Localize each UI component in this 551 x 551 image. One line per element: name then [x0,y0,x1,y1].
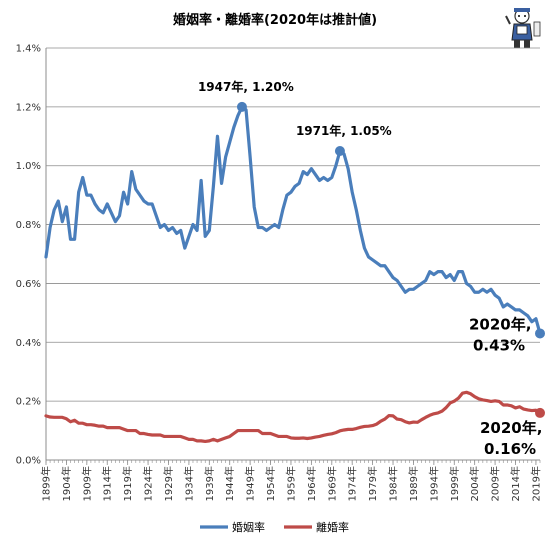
mascot-icon [505,8,541,48]
x-tick-label: 1954年 [264,466,277,501]
chart-title: 婚姻率・離婚率(2020年は推計値) [173,12,377,28]
x-tick-label: 1979年 [366,466,379,501]
annotation-marker [236,101,247,112]
y-tick-label: 0.2% [16,397,41,408]
annotation-value: 0.43% [473,336,525,354]
annotation-marker [535,328,545,339]
annotation-label: 2020年, [469,315,531,333]
x-tick-label: 2014年 [509,466,522,501]
x-tick-label: 1939年 [203,466,216,501]
x-tick-label: 2004年 [468,466,481,501]
legend-label: 離婚率 [316,520,349,534]
x-tick-label: 1909年 [80,466,93,501]
annotation-label: 2020年, [480,419,542,437]
y-tick-label: 1.0% [16,161,41,172]
x-tick-label: 1984年 [387,466,400,501]
x-tick-label: 1964年 [305,466,318,501]
x-tick-label: 1904年 [60,466,73,501]
x-tick-label: 1914年 [101,466,114,501]
x-tick-label: 1949年 [244,466,257,501]
x-tick-label: 1944年 [223,466,236,501]
y-tick-label: 1.4% [16,44,41,55]
series-lines [44,105,542,444]
x-tick-label: 2009年 [489,466,502,501]
annotation-marker [535,407,545,418]
y-tick-label: 1.2% [16,102,41,113]
legend-label: 婚姻率 [232,520,265,534]
annotation-label: 1947年, 1.20% [198,79,294,94]
series-line-0 [44,105,542,336]
annotation-label: 1971年, 1.05% [296,123,392,138]
x-tick-label: 1969年 [325,466,338,501]
annotations: 1947年, 1.20% 1971年, 1.05% 2020年, 0.43% 2020年… [198,79,545,458]
x-tick-label: 1994年 [427,466,440,501]
y-tick-label: 0.4% [16,338,41,349]
x-tick-label: 1959年 [284,466,297,501]
x-tick-label: 1974年 [346,466,359,501]
annotation-marker [334,146,345,156]
x-tick-label: 1989年 [407,466,420,501]
legend: 婚姻率 離婚率 [200,520,349,534]
y-tick-label: 0.0% [16,456,41,467]
x-tick-label: 1919年 [121,466,134,501]
x-tick-label: 1929年 [162,466,175,501]
x-axis: 1899年 1904年 1909年 1914年 1919年 1924年 1929年 1934年… [40,459,542,501]
x-tick-label: 1899年 [40,466,53,501]
y-tick-label: 0.6% [16,279,41,290]
x-tick-label: 1999年 [448,466,461,501]
annotation-value: 0.16% [484,440,536,458]
y-tick-label: 0.8% [16,220,41,231]
x-tick-label: 1924年 [142,466,155,501]
x-tick-label: 2019年 [529,466,542,501]
x-tick-label: 1934年 [182,466,195,501]
series-line-1 [44,390,542,444]
